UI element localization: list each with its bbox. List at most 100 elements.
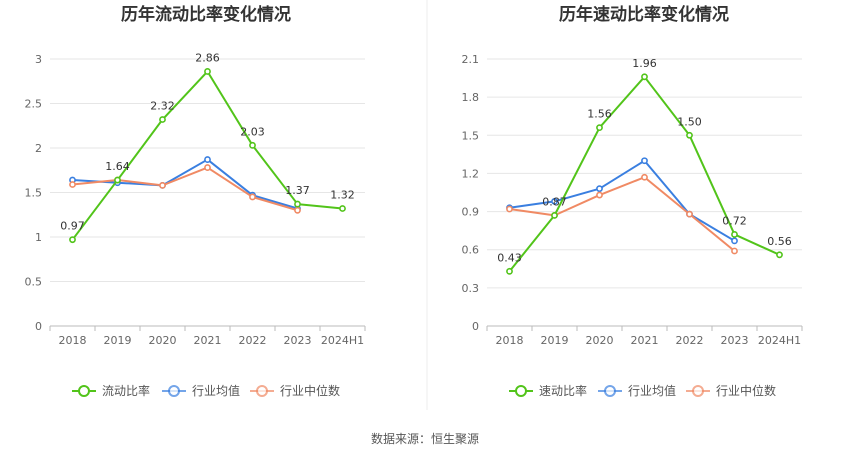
data-label: 0.56 [767,235,792,248]
data-point [249,193,256,201]
legend-item[interactable]: 行业中位数 [686,383,776,398]
x-tick-label: 2023 [284,334,312,347]
y-tick-label: 2.5 [25,98,43,111]
data-label: 2.86 [195,51,220,64]
legend-marker [168,385,180,397]
data-point [731,247,738,255]
y-tick-label: 1.5 [25,187,43,200]
legend-label: 速动比率 [539,383,587,398]
current-ratio-chart: 历年流动比率变化情况 0 0.5 1 1.5 2 2.5 3 2018 2019 2020 2021… [25,4,366,398]
legend-label: 行业中位数 [716,383,776,398]
data-point [204,68,211,75]
x-tick-label: 2021 [194,334,222,347]
data-point [339,205,346,212]
data-point [249,141,256,149]
x-tick-label: 2020 [149,334,177,347]
data-source: 数据来源：恒生聚源 [371,431,479,446]
data-label: 0.87 [542,195,567,208]
quick-ratio-chart: 历年速动比率变化情况 0 0.3 0.6 0.9 1.2 1.5 1.8 2.1 2018 201… [462,4,803,398]
legend-marker [256,385,268,397]
legend-item[interactable]: 速动比率 [509,383,587,398]
data-label: 2.32 [150,100,175,113]
x-tick-label: 2020 [586,334,614,347]
data-point [159,181,166,189]
y-tick-label: 0.9 [462,206,480,219]
series-line-industry-median [72,166,298,212]
data-point [506,267,513,275]
data-point [596,185,603,193]
data-point [686,210,693,218]
x-tick-label: 2019 [104,334,132,347]
data-point [776,251,783,259]
y-tick-label: 1.8 [462,91,480,104]
legend-label: 流动比率 [102,383,150,398]
data-point [596,124,603,132]
x-tick-label: 2023 [721,334,749,347]
x-tick-label: 2022 [676,334,704,347]
series-line-industry-mean [509,159,736,242]
x-tick-label: 2018 [496,334,524,347]
y-tick-label: 1 [35,231,42,244]
legend-label: 行业均值 [628,383,676,398]
legend-item[interactable]: 行业中位数 [250,383,340,398]
data-point [731,237,738,245]
legend-label: 行业均值 [192,383,240,398]
data-point [204,156,211,163]
x-tick-label: 2024H1 [321,334,364,347]
y-tick-label: 0.5 [25,276,43,289]
y-tick-label: 0.6 [462,244,480,257]
data-point [506,205,513,213]
data-label: 1.56 [587,108,612,121]
data-label: 1.37 [285,184,310,197]
data-label: 1.32 [330,189,355,202]
y-tick-label: 2.1 [462,53,480,66]
y-tick-label: 3 [35,53,42,66]
data-point [69,181,76,188]
data-point [294,206,301,214]
legend-item[interactable]: 流动比率 [72,383,150,398]
data-point [204,164,211,171]
y-tick-label: 1.2 [462,167,480,180]
y-tick-label: 0 [35,320,42,333]
x-tick-label: 2024H1 [758,334,801,347]
data-point [641,173,648,181]
legend-marker [692,385,704,397]
chart-title: 历年速动比率变化情况 [559,4,729,25]
data-point [731,231,738,238]
data-point [159,116,166,123]
y-tick-label: 0 [472,320,479,333]
legend-item[interactable]: 行业均值 [598,383,676,398]
y-tick-label: 1.5 [462,129,480,142]
data-label: 0.97 [60,220,85,233]
y-tick-label: 2 [35,142,42,155]
data-label: 0.72 [722,214,747,227]
series-line-industry-median [509,176,736,252]
data-point [641,157,648,165]
series-line-industry-mean [72,158,298,210]
legend-marker [604,385,616,397]
legend-marker [515,385,527,397]
data-label: 2.03 [240,125,265,138]
data-point [69,236,76,244]
data-label: 0.43 [497,251,522,264]
legend-item[interactable]: 行业均值 [162,383,240,398]
data-label: 1.64 [105,160,130,173]
series-line-main [71,70,343,241]
legend-marker [78,385,90,397]
x-tick-label: 2022 [239,334,267,347]
data-point [551,197,558,205]
x-tick-label: 2021 [631,334,659,347]
x-tick-label: 2018 [59,334,87,347]
legend-label: 行业中位数 [280,383,340,398]
data-label: 1.50 [677,115,702,128]
x-tick-label: 2019 [541,334,569,347]
data-point [686,131,693,139]
data-point [294,200,301,208]
data-point [641,73,648,81]
data-label: 1.96 [632,57,657,70]
chart-title: 历年流动比率变化情况 [121,4,291,25]
data-point [114,176,121,184]
data-point [551,211,558,219]
data-point [596,191,603,199]
